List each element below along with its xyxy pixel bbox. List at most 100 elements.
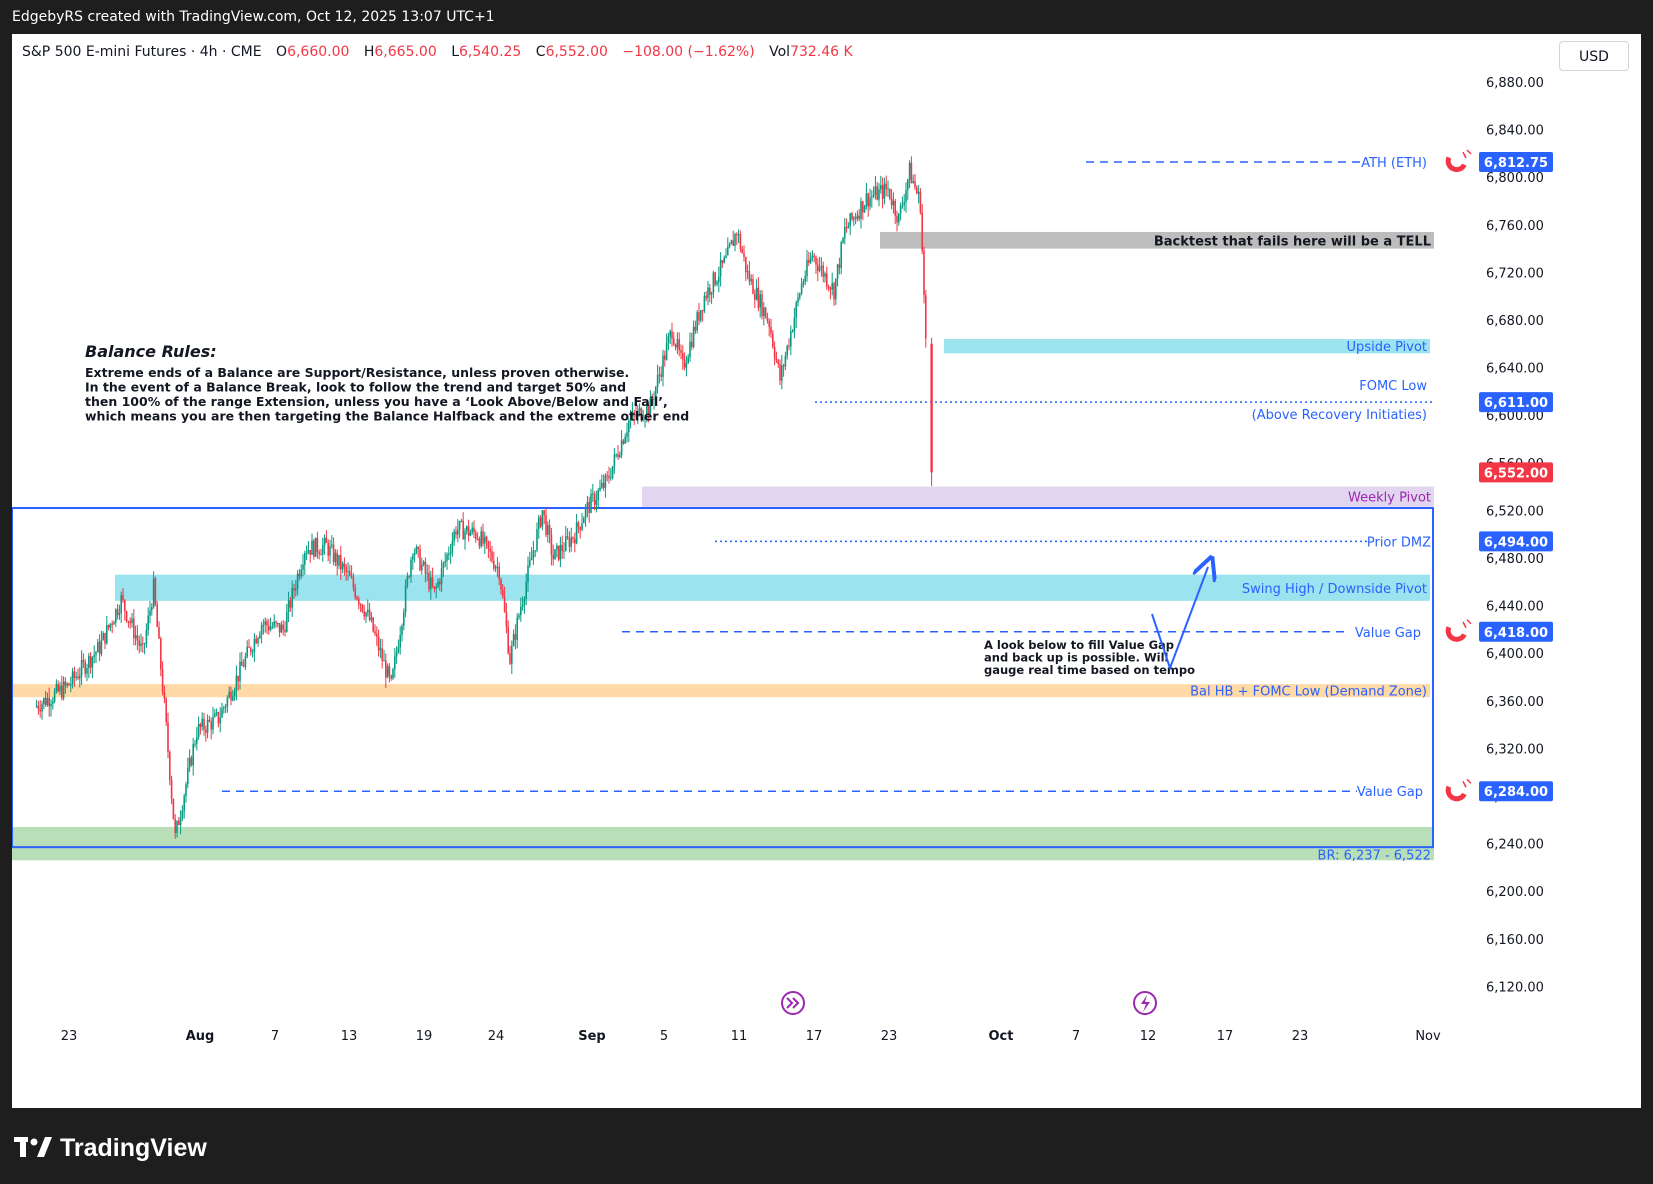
candle-body (435, 586, 437, 589)
candle-body (682, 353, 684, 360)
candle-body (334, 552, 337, 563)
magnet-icon[interactable] (1445, 619, 1472, 642)
price-chart[interactable]: Backtest that fails here will be a TELL U… (12, 34, 1641, 1108)
candle-body (305, 553, 308, 555)
candle-body (377, 636, 380, 651)
price-tag[interactable] (1479, 392, 1553, 413)
candle-body (527, 565, 529, 583)
candle-body (354, 587, 356, 598)
balance-range-box[interactable] (12, 507, 1434, 849)
upside-pivot-zone[interactable] (944, 339, 1430, 354)
x-tick-label: Nov (1415, 1029, 1441, 1044)
candle-body (403, 611, 405, 626)
candle-body (410, 559, 412, 577)
candle-body (359, 604, 362, 606)
downside-pivot-zone[interactable] (115, 574, 1430, 601)
candle-body (689, 341, 691, 358)
candle-body (894, 200, 896, 216)
price-tag[interactable] (1479, 781, 1553, 802)
candle-body (844, 227, 846, 238)
candle-body (709, 287, 711, 295)
x-tick-label: 17 (806, 1029, 823, 1044)
candle-body (241, 661, 243, 666)
candle-body (347, 571, 349, 573)
candle-body (37, 705, 40, 710)
candle-body (352, 577, 355, 588)
price-tag[interactable] (1479, 462, 1553, 483)
candle-body (59, 685, 61, 692)
balance-low-zone[interactable] (12, 826, 1434, 861)
candle-body (88, 655, 90, 668)
candle-body (566, 536, 569, 538)
candle-body (388, 666, 391, 676)
candle-body (203, 718, 205, 730)
price-tag-label: 6,552.00 (1484, 466, 1548, 481)
candle-body (793, 317, 796, 331)
candle-body (899, 206, 902, 214)
candle-body (691, 341, 693, 347)
candle-body (847, 226, 850, 229)
candle-body (448, 554, 450, 556)
tradingview-logo-icon (14, 1137, 52, 1157)
candle-body (205, 729, 207, 733)
candle-body (82, 660, 85, 663)
candle-body (521, 604, 524, 608)
currency-selector-button[interactable]: USD (1559, 41, 1629, 71)
candle-body (188, 757, 191, 768)
candle-body (170, 780, 173, 799)
candle-body (219, 717, 221, 724)
lightning-icon[interactable] (1133, 991, 1157, 1015)
y-tick-label: 6,400.00 (1486, 647, 1544, 662)
candle-body (322, 545, 324, 555)
fast-forward-icon[interactable] (781, 991, 805, 1015)
candle-body (268, 625, 270, 631)
candle-body (253, 638, 256, 652)
candle-body (640, 408, 643, 421)
candle-body (606, 475, 608, 477)
candle-body (161, 669, 164, 693)
candle-body (662, 355, 664, 377)
candle-body (595, 500, 598, 505)
candle-body (61, 685, 63, 698)
candle-body (845, 227, 848, 229)
candle-body (737, 234, 740, 236)
candle-body (325, 537, 328, 543)
chart-frame[interactable]: Backtest that fails here will be a TELL U… (12, 34, 1641, 1108)
tell-zone[interactable] (880, 231, 1434, 249)
projection-arrow[interactable] (1151, 567, 1208, 671)
candle-body (779, 364, 781, 381)
weekly-pivot-zone[interactable] (642, 486, 1434, 507)
value-gap-lower-level-label: Value Gap (1357, 785, 1423, 800)
candle-body (237, 675, 239, 682)
candle-body (134, 635, 137, 639)
price-tag[interactable] (1479, 152, 1553, 173)
candle-body (541, 510, 544, 527)
candle-body (707, 287, 709, 299)
candle-body (264, 621, 266, 625)
demand-zone-label: Bal HB + FOMC Low (Demand Zone) (1190, 685, 1427, 700)
candle-body (514, 634, 517, 640)
candle-body (746, 271, 749, 273)
y-tick-label: 6,360.00 (1486, 695, 1544, 710)
y-tick-label: 6,800.00 (1486, 171, 1544, 186)
candle-body (674, 344, 677, 348)
magnet-icon[interactable] (1445, 149, 1472, 173)
symbol-name: S&P 500 E-mini Futures · 4h · CME (22, 44, 262, 60)
candle-body (539, 517, 542, 527)
open-label: O (276, 44, 288, 60)
candle-body (678, 339, 680, 351)
x-tick-label: 5 (660, 1029, 668, 1044)
price-tag[interactable] (1479, 621, 1553, 642)
candle-body (223, 707, 225, 709)
candle-body (797, 297, 799, 303)
candle-body (550, 534, 553, 555)
candle-body (604, 475, 607, 488)
magnet-icon[interactable] (1445, 778, 1472, 802)
candle-body (304, 553, 306, 565)
price-tag[interactable] (1479, 531, 1553, 552)
candle-body (250, 647, 252, 653)
candle-body (109, 623, 112, 628)
demand-zone[interactable] (12, 684, 1430, 698)
candle-body (374, 631, 376, 634)
candle-body (624, 436, 626, 444)
